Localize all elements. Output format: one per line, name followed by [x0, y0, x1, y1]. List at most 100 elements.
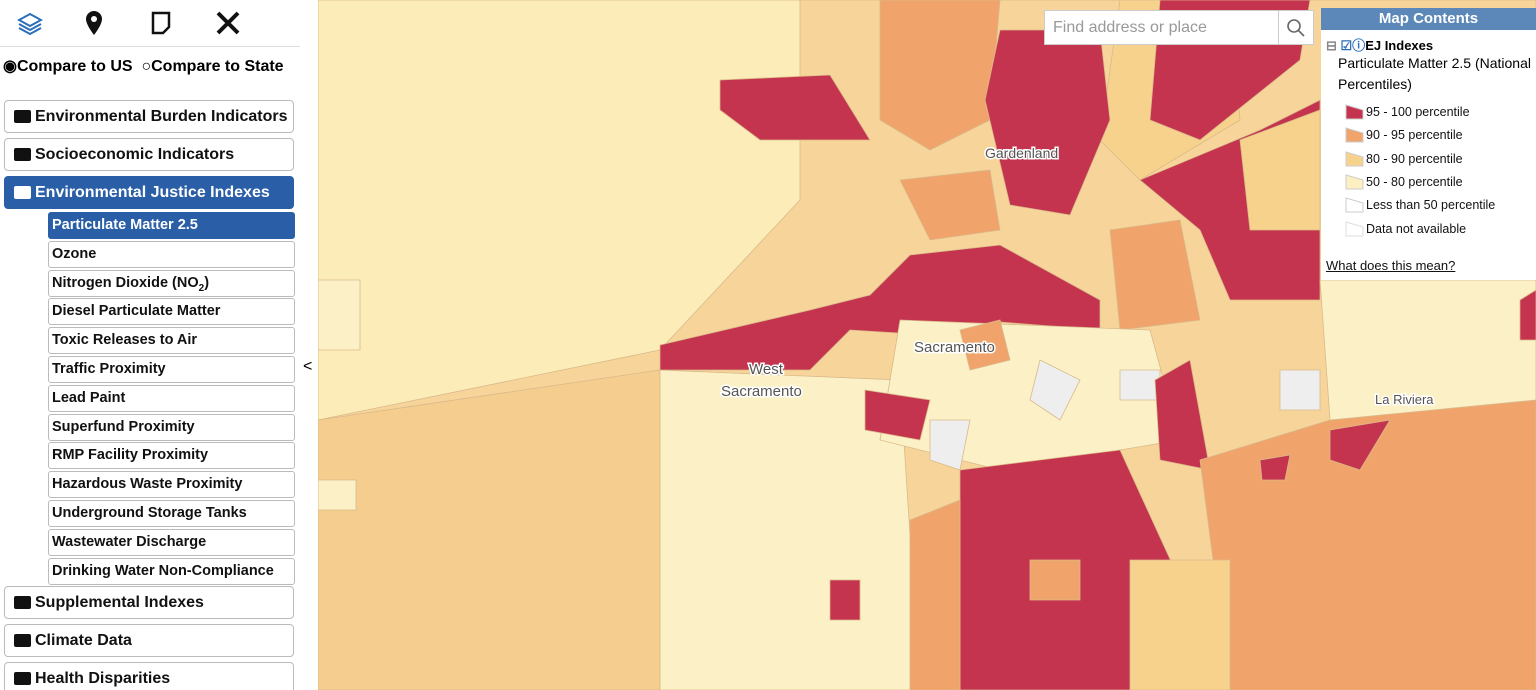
legend-link[interactable]: What does this mean?	[1326, 258, 1456, 273]
legend-title: Map Contents	[1321, 8, 1536, 30]
legend-label: 80 - 90 percentile	[1366, 151, 1463, 166]
ej-item[interactable]: Superfund Proximity	[48, 413, 295, 441]
menu-button[interactable]: Environmental Justice Indexes	[4, 176, 294, 209]
item-text: RMP Facility Proximity	[52, 447, 209, 464]
swatch-shape	[1345, 174, 1364, 190]
tract	[1029, 359, 1081, 421]
menu-icon	[14, 148, 31, 161]
ej-item[interactable]: Nitrogen Dioxide (NO2)	[48, 269, 295, 297]
legend-swatch	[1345, 174, 1364, 190]
legend-swatch	[1345, 127, 1364, 143]
ej-item[interactable]: Particulate Matter 2.5	[48, 212, 295, 239]
menu-label: Climate Data	[35, 632, 132, 649]
tract	[879, 0, 1001, 151]
menu-label: Socioeconomic Indicators	[35, 146, 235, 163]
ej-item[interactable]: Ozone	[48, 240, 295, 268]
search-button[interactable]	[1278, 11, 1313, 44]
swatch-shape	[1345, 220, 1364, 236]
legend-panel: Map Contents ⊟ ☑ⓘEJ Indexes Particulate …	[1321, 8, 1536, 280]
tract	[1519, 289, 1536, 341]
radio-label: Compare to US	[16, 58, 133, 75]
tract	[318, 479, 357, 511]
tract	[1109, 219, 1201, 331]
legend-label: Less than 50 percentile	[1366, 198, 1496, 213]
tract	[318, 369, 661, 690]
item-text: Particulate Matter 2.5	[52, 217, 198, 233]
ej-item[interactable]: Wastewater Discharge	[48, 528, 295, 556]
map-label: Sacramento	[721, 383, 802, 400]
tract	[1119, 369, 1161, 401]
tools-tab[interactable]	[198, 0, 258, 46]
menu-icon	[14, 110, 31, 123]
swatch-shape	[1345, 127, 1364, 143]
legend-label: 50 - 80 percentile	[1366, 174, 1463, 189]
ej-item[interactable]: RMP Facility Proximity	[48, 442, 295, 470]
tools-icon	[216, 11, 240, 35]
layer-name: EJ Indexes	[1365, 38, 1434, 53]
menu-button[interactable]: Supplemental Indexes	[4, 586, 294, 619]
map-label: West	[749, 361, 784, 378]
ej-item[interactable]: Drinking Water Non-Compliance	[48, 557, 295, 585]
menu-button[interactable]: Socioeconomic Indicators	[4, 138, 294, 171]
search-box[interactable]: Find address or place	[1044, 10, 1314, 45]
tract	[829, 579, 861, 621]
item-text: Superfund Proximity	[52, 418, 195, 435]
menu-label: Environmental Justice Indexes	[35, 184, 270, 201]
tract	[1329, 419, 1391, 471]
menu-button[interactable]: Health Disparities	[4, 662, 294, 690]
radio-us[interactable]: ◉Compare to US	[3, 58, 133, 75]
tract	[909, 499, 961, 690]
search-placeholder: Find address or place	[1053, 19, 1207, 36]
ej-item[interactable]: Lead Paint	[48, 384, 295, 412]
tract	[1259, 454, 1291, 481]
tract	[1129, 559, 1231, 690]
menu-icon	[14, 634, 31, 647]
legend-swatch	[1345, 150, 1364, 167]
layer-checkbox[interactable]: ☑ⓘ	[1340, 38, 1366, 53]
legend-label: 90 - 95 percentile	[1366, 128, 1463, 143]
tract	[1029, 559, 1081, 601]
item-text: Ozone	[52, 245, 97, 262]
menu-label: Supplemental Indexes	[35, 594, 204, 611]
menu-button[interactable]: Environmental Burden Indicators	[4, 100, 294, 133]
menu-button[interactable]: Climate Data	[4, 624, 294, 657]
ej-item[interactable]: Toxic Releases to Air	[48, 327, 295, 355]
ej-item[interactable]: Diesel Particulate Matter	[48, 298, 295, 326]
menu-label: Environmental Burden Indicators	[35, 108, 288, 125]
tract	[959, 319, 1011, 371]
radio-state[interactable]: ○Compare to State	[141, 58, 284, 75]
collapse-button[interactable]: <	[303, 358, 313, 375]
places-tab[interactable]	[64, 0, 124, 46]
legend-swatch	[1345, 104, 1364, 120]
tract	[1319, 279, 1536, 421]
swatch-shape	[1345, 150, 1364, 167]
swatch-shape	[1345, 104, 1364, 120]
ej-item[interactable]: Hazardous Waste Proximity	[48, 471, 295, 499]
item-text: Hazardous Waste Proximity	[52, 476, 243, 493]
tract	[1239, 109, 1321, 231]
swatch-shape	[1345, 197, 1364, 213]
tract	[719, 74, 871, 141]
tab-bar	[0, 0, 300, 47]
layers-tab[interactable]	[0, 0, 60, 46]
search-icon	[1287, 19, 1305, 37]
reports-tab[interactable]	[131, 0, 191, 46]
legend-swatch	[1345, 220, 1364, 236]
item-text: Diesel Particulate Matter	[52, 303, 221, 320]
map-label: Sacramento	[914, 339, 995, 356]
ej-item[interactable]: Traffic Proximity	[48, 356, 295, 383]
tract	[318, 279, 361, 351]
item-text: Toxic Releases to Air	[52, 332, 198, 349]
legend-label: Data not available	[1366, 221, 1467, 236]
item-text: Nitrogen Dioxide (NO	[52, 274, 199, 291]
menu-icon	[14, 186, 31, 199]
ej-item[interactable]: Underground Storage Tanks	[48, 500, 295, 527]
pin-icon	[86, 11, 102, 35]
expand-toggle[interactable]: ⊟	[1326, 38, 1337, 53]
legend-subtitle: Particulate Matter 2.5 (National Percent…	[1338, 55, 1531, 92]
item-text: Traffic Proximity	[52, 361, 166, 377]
map-label: Gardenland	[985, 145, 1058, 161]
menu-label: Health Disparities	[35, 670, 171, 687]
layer-row: ⊟ ☑ⓘEJ Indexes	[1326, 35, 1433, 54]
